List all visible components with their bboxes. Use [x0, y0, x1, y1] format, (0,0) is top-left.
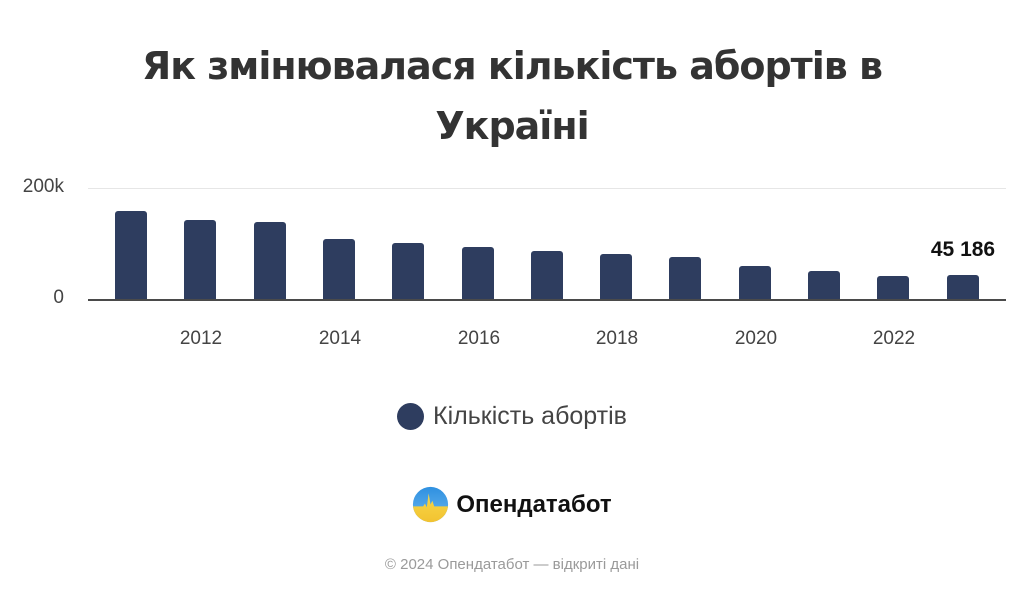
brand: Опендатабот: [0, 486, 1024, 523]
bar-2017[interactable]: [530, 250, 563, 300]
opendatabot-logo-icon: [413, 486, 449, 523]
x-tick-2022: 2022: [872, 328, 916, 349]
legend-marker-icon: [397, 403, 425, 430]
last-value-label: 45 186: [930, 238, 996, 261]
chart-title-line-2: Україні: [435, 104, 589, 148]
bar-2022[interactable]: [877, 275, 910, 300]
gridline-200k: [88, 188, 1006, 189]
x-tick-2014: 2014: [318, 328, 362, 349]
bar-2012[interactable]: [184, 219, 217, 300]
y-tick-200k: 200k: [22, 176, 64, 197]
x-tick-2016: 2016: [457, 328, 501, 349]
x-tick-2020: 2020: [734, 328, 778, 349]
bar-2021[interactable]: [808, 270, 840, 300]
legend[interactable]: Кількість абортів: [0, 402, 1024, 431]
bar-2019[interactable]: [669, 257, 702, 300]
bar-2011[interactable]: [115, 210, 147, 300]
y-tick-0: 0: [53, 287, 64, 308]
bar-2020[interactable]: [738, 265, 771, 300]
bar-2018[interactable]: [600, 254, 633, 300]
legend-label: Кількість абортів: [433, 402, 627, 430]
bar-2016[interactable]: [461, 247, 494, 300]
bar-chart: 200k 0 2012 2014 2016 2018 2020 2022 45 …: [0, 170, 1024, 360]
chart-title-line-1: Як змінювалася кількість абортів в: [141, 44, 883, 88]
chart-title: Як змінювалася кількість абортів в Украї…: [0, 36, 1024, 156]
bar-2013[interactable]: [253, 221, 286, 300]
x-tick-2012: 2012: [179, 328, 223, 349]
bar-2014[interactable]: [322, 238, 355, 300]
brand-name: Опендатабот: [456, 490, 612, 518]
bar-2015[interactable]: [392, 243, 425, 300]
bar-2023[interactable]: [946, 274, 979, 300]
footer-copyright: © 2024 Опендатабот — відкриті дані: [384, 556, 640, 573]
x-axis-line: [88, 299, 1006, 301]
x-tick-2018: 2018: [595, 328, 639, 349]
